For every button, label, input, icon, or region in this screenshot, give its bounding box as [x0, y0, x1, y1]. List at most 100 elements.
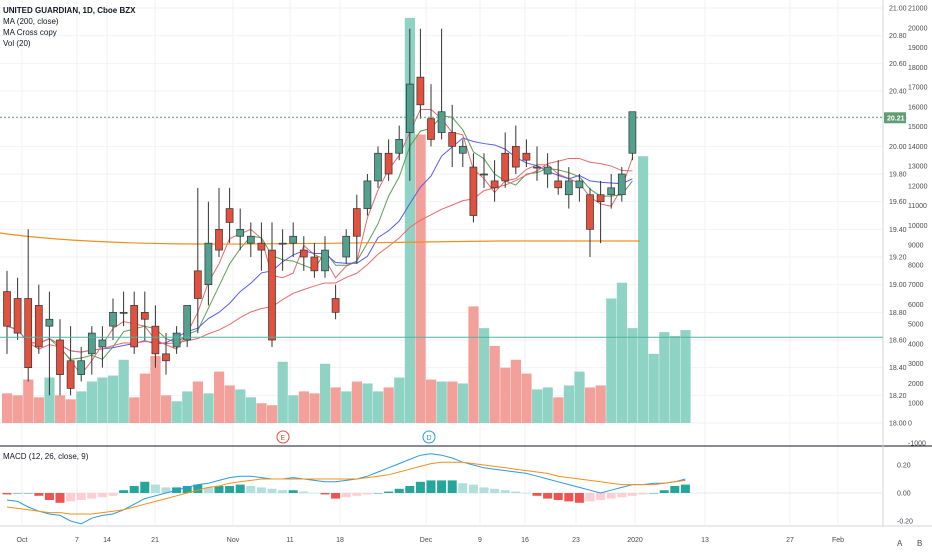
- volume-bar: [638, 156, 649, 423]
- volume-bar: [627, 328, 638, 423]
- volume-bar: [468, 306, 479, 423]
- volume-bar: [606, 298, 617, 423]
- macd-title[interactable]: MACD (12, 26, close, 9): [3, 452, 89, 461]
- auto-scale-button[interactable]: A: [897, 539, 903, 548]
- volume-bar: [65, 399, 76, 423]
- candle-body: [554, 180, 563, 189]
- macd-histogram-bar: [288, 490, 298, 493]
- macd-histogram-bar: [55, 493, 65, 503]
- volume-bar: [55, 395, 66, 423]
- macd-histogram-bar: [150, 484, 160, 493]
- macd-histogram-bar: [246, 486, 256, 493]
- indicator-ma-cross[interactable]: MA Cross copy: [3, 28, 57, 37]
- candle-body: [109, 311, 117, 327]
- volume-tick-label: 8000: [908, 262, 924, 269]
- indicator-ma200[interactable]: MA (200, close): [3, 17, 59, 26]
- candle-body: [596, 194, 605, 203]
- candle-body: [236, 228, 245, 237]
- macd-histogram-bar: [638, 493, 648, 495]
- macd-histogram-bar: [225, 486, 235, 493]
- candle-body: [204, 242, 213, 286]
- macd-histogram-bar: [352, 493, 362, 496]
- macd-histogram-bar: [384, 491, 394, 493]
- volume-bar: [267, 405, 278, 423]
- macd-histogram-bar: [108, 493, 118, 496]
- price-tick-label: 20.00: [889, 144, 907, 151]
- volume-bar: [373, 391, 384, 423]
- price-tick-label: 18.20: [889, 393, 907, 400]
- candle-body: [162, 353, 170, 362]
- candle-body: [490, 180, 499, 189]
- last-price-label: 20.21: [887, 115, 905, 122]
- volume-bar: [616, 282, 627, 423]
- volume-tick-label: 19000: [908, 45, 928, 52]
- candle-body: [278, 242, 287, 245]
- volume-bar: [563, 385, 574, 423]
- macd-histogram-bar: [394, 488, 404, 493]
- volume-bar: [648, 353, 659, 423]
- volume-tick-label: 21000: [908, 6, 928, 13]
- volume-bar: [341, 391, 352, 423]
- macd-histogram-bar: [66, 493, 76, 502]
- macd-histogram-bar: [649, 493, 659, 494]
- candle-body: [427, 118, 435, 140]
- candle-body: [215, 228, 223, 251]
- macd-histogram-bar: [341, 493, 351, 498]
- price-tick-label: 19.40: [889, 227, 907, 234]
- volume-bar: [436, 381, 447, 423]
- price-tick-label: 20.80: [889, 33, 907, 40]
- volume-bar: [574, 371, 585, 423]
- price-tick-label: 18.80: [889, 310, 907, 317]
- macd-histogram-bar: [256, 487, 266, 493]
- macd-histogram-bar: [373, 493, 383, 494]
- volume-bar: [224, 385, 235, 423]
- candle-body: [193, 270, 202, 299]
- volume-tick-label: 12000: [908, 183, 928, 190]
- volume-bar: [86, 381, 97, 423]
- b-button[interactable]: B: [917, 539, 923, 548]
- macd-histogram-bar: [23, 493, 33, 494]
- ma200-line: [0, 232, 640, 245]
- time-tick-label: 18: [336, 537, 344, 544]
- volume-bar: [118, 359, 129, 423]
- volume-tick-label: 20000: [908, 25, 928, 32]
- time-tick-label: 16: [521, 537, 529, 544]
- candle-body: [119, 311, 128, 314]
- volume-tick-label: 4000: [908, 341, 924, 348]
- volume-bar: [394, 377, 405, 423]
- volume-bar: [426, 379, 437, 423]
- ma-long-line: [6, 137, 633, 353]
- candle-body: [56, 339, 64, 375]
- macd-histogram-bar: [680, 484, 690, 493]
- candle-body: [395, 139, 404, 154]
- macd-histogram-bar: [203, 487, 213, 493]
- indicator-volume[interactable]: Vol (20): [3, 39, 31, 48]
- price-tick-label: 18.00: [889, 421, 907, 428]
- macd-histogram-bar: [129, 486, 139, 493]
- candle-body: [77, 360, 86, 375]
- macd-legend: MACD (12, 26, close, 9): [3, 451, 88, 462]
- macd-histogram-bar: [447, 480, 457, 493]
- macd-histogram-bar: [44, 493, 54, 500]
- macd-histogram-bar: [331, 493, 341, 499]
- macd-histogram-bar: [309, 493, 319, 494]
- candle-body: [331, 298, 340, 313]
- candle-body: [501, 152, 510, 182]
- volume-tick-label: 14000: [908, 144, 928, 151]
- time-tick-label: 27: [786, 537, 794, 544]
- volume-bar: [76, 391, 87, 423]
- macd-histogram-bar: [278, 490, 288, 493]
- time-tick-label: 21: [151, 537, 159, 544]
- time-tick-label: 7: [75, 537, 79, 544]
- candle-body: [268, 249, 276, 341]
- volume-bar: [532, 389, 543, 423]
- candle-body: [374, 152, 382, 182]
- candle-body: [405, 83, 414, 133]
- macd-histogram-bar: [193, 484, 203, 493]
- macd-histogram-bar: [596, 493, 606, 500]
- volume-bar: [288, 395, 299, 423]
- candle-body: [24, 298, 33, 369]
- price-tick-label: 21.00: [889, 6, 907, 13]
